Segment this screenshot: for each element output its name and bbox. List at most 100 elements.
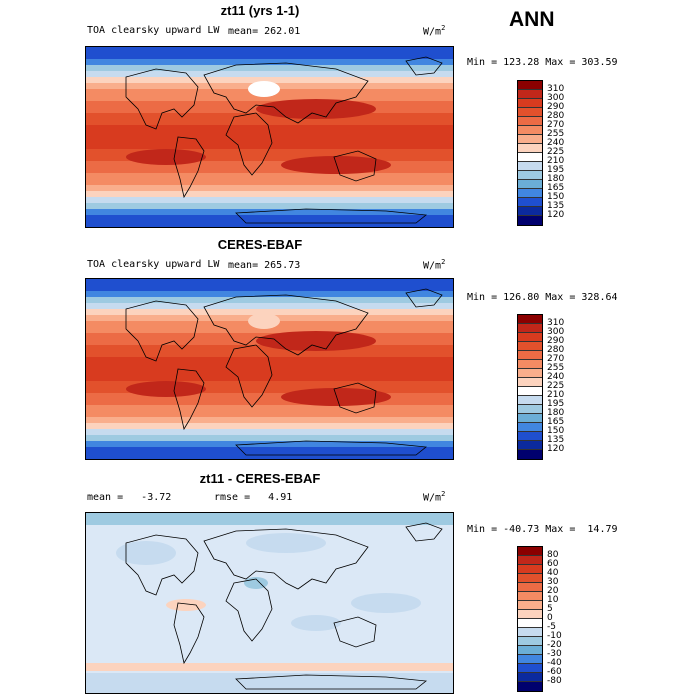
colorbar [517, 80, 543, 226]
field-anomaly [166, 599, 206, 611]
field-band [86, 155, 453, 161]
colorbar-tick-label: 150 [547, 426, 565, 436]
colorbar-swatch [518, 583, 542, 592]
field-band [86, 185, 453, 191]
coastline [125, 534, 199, 596]
colorbar-swatch [518, 450, 542, 459]
colorbar-tick-label: -80 [547, 676, 562, 686]
colorbar-tick-label: 30 [547, 577, 559, 587]
colorbar-tick-label: 290 [547, 336, 565, 346]
colorbar-tick-label: -30 [547, 649, 562, 659]
field-band [86, 137, 453, 143]
field-maximum [281, 388, 391, 406]
coastline [225, 112, 273, 176]
coastline [405, 522, 443, 542]
coastline [333, 382, 377, 414]
field-band [86, 209, 453, 215]
colorbar-tick-label: 280 [547, 345, 565, 355]
field-anomaly [291, 615, 341, 631]
field-maximum [126, 149, 206, 165]
coastline [405, 288, 443, 308]
colorbar-swatch [518, 144, 542, 153]
field-anomaly [116, 541, 176, 565]
field-band [86, 435, 453, 441]
colorbar-tick-label: 255 [547, 363, 565, 373]
field-anomaly [246, 533, 326, 553]
field-band [86, 71, 453, 77]
colorbar-tick-label: 80 [547, 550, 559, 560]
colorbar-tick-label: 255 [547, 129, 565, 139]
minmax-label: Min = 123.28 Max = 303.59 [467, 57, 618, 68]
colorbar-tick-label: 225 [547, 147, 565, 157]
field-maximum [126, 381, 206, 397]
field-band [86, 369, 453, 375]
colorbar-swatch [518, 153, 542, 162]
colorbar-swatch [518, 547, 542, 556]
field-band [86, 309, 453, 315]
field-maximum [281, 156, 391, 174]
coastline [225, 578, 273, 642]
field-band [86, 441, 453, 447]
field-band [86, 113, 453, 119]
colorbar-tick-label: 270 [547, 120, 565, 130]
field-band [86, 221, 453, 227]
coastline [173, 602, 205, 665]
colorbar-swatch [518, 171, 542, 180]
colorbar-swatch [518, 673, 542, 682]
mean-stat: mean= 265.73 [228, 260, 301, 271]
colorbar-tick-label: 240 [547, 138, 565, 148]
colorbar-swatch [518, 135, 542, 144]
field-band [86, 215, 453, 221]
colorbar-tick-label: 240 [547, 372, 565, 382]
minmax-label: Min = 126.80 Max = 328.64 [467, 292, 618, 303]
field-band [86, 125, 453, 131]
variable-label: TOA clearsky upward LW [87, 25, 220, 36]
colorbar-tick-label: 5 [547, 604, 553, 614]
colorbar-swatch [518, 369, 542, 378]
colorbar-swatch [518, 414, 542, 423]
field-band [86, 423, 453, 429]
colorbar-tick-label: 165 [547, 183, 565, 193]
panel-title: zt11 (yrs 1-1) [220, 3, 300, 18]
colorbar-tick-label: 150 [547, 192, 565, 202]
field-band [86, 65, 453, 71]
colorbar-tick-label: 0 [547, 613, 553, 623]
field-band [86, 59, 453, 65]
field-band [86, 673, 453, 693]
colorbar-swatch [518, 126, 542, 135]
field-band [86, 363, 453, 369]
colorbar-tick-label: 165 [547, 417, 565, 427]
field-band [86, 197, 453, 203]
panel-title: zt11 - CERES-EBAF [199, 471, 321, 486]
field-band [86, 131, 453, 137]
field-band [86, 47, 453, 53]
coastline [235, 208, 428, 224]
map-plot [85, 278, 454, 460]
colorbar-tick-label: -10 [547, 631, 562, 641]
colorbar-swatch [518, 99, 542, 108]
colorbar-swatch [518, 610, 542, 619]
colorbar-tick-label: 135 [547, 435, 565, 445]
map-plot [85, 512, 454, 694]
field-band [86, 513, 453, 525]
colorbar [517, 546, 543, 692]
field-band [86, 143, 453, 149]
field-band [86, 429, 453, 435]
field-band [86, 161, 453, 167]
field-band [86, 327, 453, 333]
field-band [86, 663, 453, 671]
colorbar-swatch [518, 342, 542, 351]
field-band [86, 345, 453, 351]
colorbar-swatch [518, 628, 542, 637]
field-band [86, 357, 453, 363]
colorbar-tick-label: 300 [547, 93, 565, 103]
field-band [86, 375, 453, 381]
colorbar-swatch [518, 619, 542, 628]
units-label: W/m2 [423, 24, 446, 38]
field-band [86, 167, 453, 173]
field-band [86, 387, 453, 393]
field-band [86, 417, 453, 423]
colorbar-swatch [518, 351, 542, 360]
field-band [86, 119, 453, 125]
field-band [86, 405, 453, 411]
